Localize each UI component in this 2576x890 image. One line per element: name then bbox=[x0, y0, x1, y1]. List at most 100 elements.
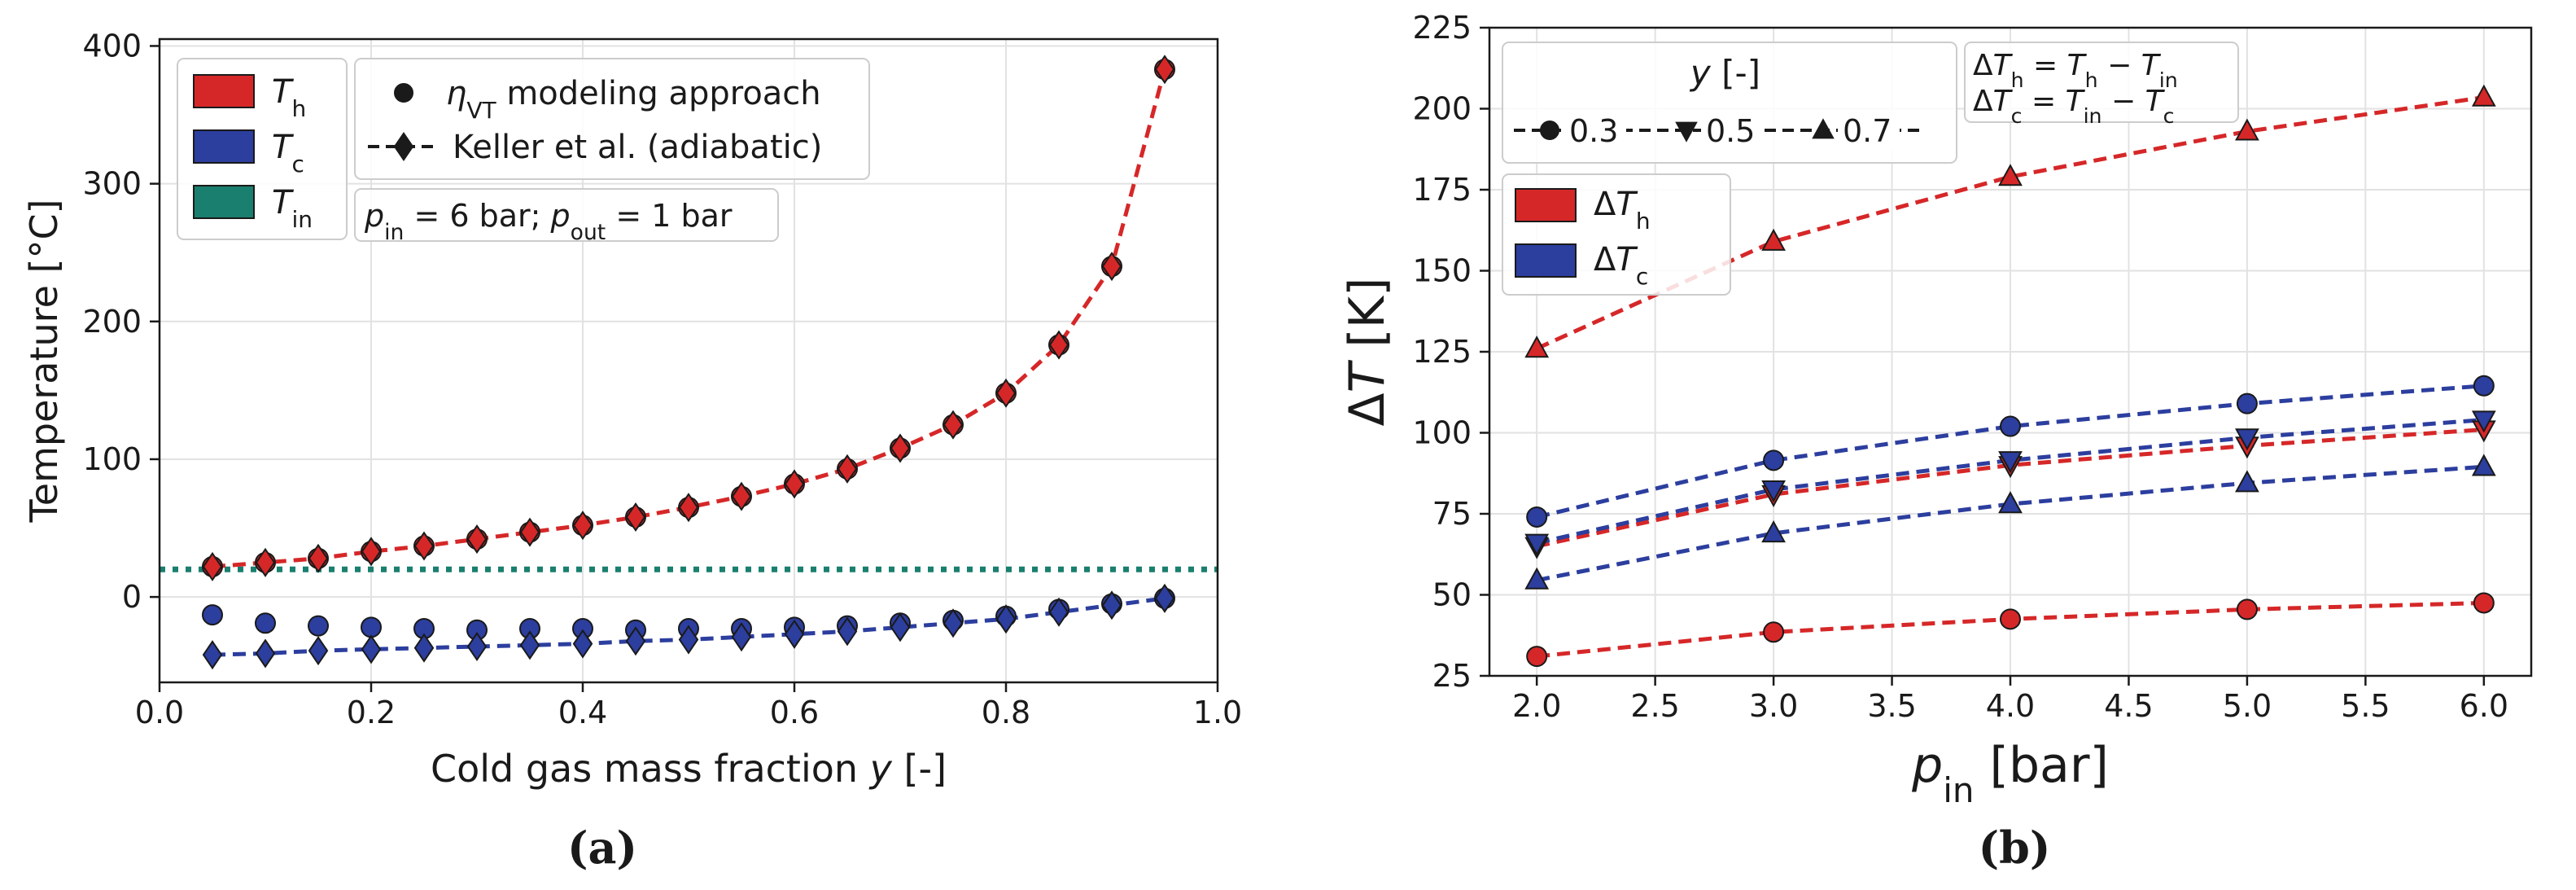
data-point bbox=[784, 619, 805, 649]
data-point bbox=[1761, 480, 1786, 503]
data-point bbox=[308, 543, 329, 573]
y-tick-label: 50 bbox=[1432, 577, 1472, 613]
x-axis-label: pin [bar] bbox=[1911, 737, 2109, 810]
data-point bbox=[678, 493, 699, 523]
y-axis-label: ΔT [K] bbox=[1339, 278, 1396, 427]
data-point bbox=[466, 524, 488, 555]
legend-label-bg bbox=[1838, 111, 1900, 150]
data-point bbox=[2236, 392, 2258, 414]
data-point bbox=[361, 616, 382, 638]
data-point bbox=[2235, 428, 2259, 451]
y-tick-label: 225 bbox=[1412, 10, 1472, 46]
panel-label-b: (b) bbox=[1979, 822, 2051, 874]
y-tick-label: 25 bbox=[1432, 658, 1472, 694]
data-point bbox=[255, 547, 276, 577]
y-tick-label: 200 bbox=[82, 304, 142, 340]
data-point bbox=[1154, 583, 1175, 613]
data-point bbox=[1101, 252, 1122, 282]
data-point bbox=[1998, 164, 2023, 186]
data-point bbox=[413, 633, 435, 663]
definition-dt-c: ΔTc = Tin − Tc bbox=[1973, 85, 2174, 128]
data-point bbox=[202, 640, 223, 670]
data-point bbox=[572, 629, 593, 659]
data-point bbox=[2000, 415, 2021, 437]
legend-patch bbox=[193, 129, 255, 164]
x-tick-label: 0.8 bbox=[982, 695, 1030, 730]
data-point bbox=[784, 469, 805, 499]
y-axis-label: Temperature [°C] bbox=[22, 199, 66, 523]
y-tick-label: 300 bbox=[82, 166, 142, 202]
legend-patch bbox=[1515, 188, 1577, 222]
data-point bbox=[1763, 621, 1785, 643]
y-tick-label: 200 bbox=[1412, 91, 1472, 127]
data-point bbox=[995, 604, 1017, 634]
data-point bbox=[890, 433, 911, 463]
x-tick-label: 0.4 bbox=[558, 695, 607, 730]
data-point bbox=[1154, 55, 1175, 85]
data-point bbox=[519, 517, 540, 547]
legend-label: 0.7 bbox=[1843, 113, 1892, 149]
data-point bbox=[625, 502, 646, 533]
data-point bbox=[2473, 375, 2495, 397]
legend-box-markers bbox=[354, 58, 870, 180]
legend-label: Keller et al. (adiabatic) bbox=[453, 129, 822, 166]
legend-label-bg bbox=[1564, 111, 1626, 150]
y-tick-label: 150 bbox=[1412, 253, 1472, 289]
data-point bbox=[731, 481, 752, 511]
legend-label: ΔTh bbox=[1594, 186, 1651, 235]
series-line bbox=[1536, 418, 2485, 546]
legend-label: 0.5 bbox=[1706, 113, 1755, 149]
legend-label: Tin bbox=[272, 184, 313, 233]
data-point bbox=[1761, 228, 1786, 251]
data-point bbox=[2236, 598, 2258, 620]
data-point bbox=[731, 622, 752, 652]
x-tick-label: 0.0 bbox=[135, 695, 184, 730]
data-point bbox=[361, 537, 382, 567]
panel-b: 2.0 2.5 3.0 3.5 4.0 4.5 5.0 5.5 6.0 25 50 75 100 125 1… bbox=[1339, 10, 2533, 874]
data-point bbox=[308, 615, 329, 637]
legend-label: 0.3 bbox=[1569, 113, 1618, 149]
data-point bbox=[2471, 84, 2496, 107]
data-point bbox=[1524, 567, 1550, 590]
data-point bbox=[519, 630, 540, 660]
data-point bbox=[1998, 451, 2023, 474]
x-tick-label: 0.6 bbox=[770, 695, 819, 730]
data-point bbox=[1526, 506, 1548, 528]
data-point bbox=[572, 511, 593, 541]
y-tick-label: 100 bbox=[1412, 415, 1472, 451]
data-point bbox=[1998, 491, 2023, 514]
x-tick-label: 3.5 bbox=[1867, 688, 1916, 724]
definitions-box bbox=[1964, 42, 2239, 123]
x-tick-label: 6.0 bbox=[2460, 688, 2508, 724]
data-point bbox=[1526, 646, 1548, 668]
x-tick-label: 1.0 bbox=[1193, 695, 1242, 730]
legend-marker bbox=[1675, 121, 1698, 142]
legend-patch bbox=[193, 185, 255, 219]
series-line bbox=[1536, 384, 2485, 520]
y-tick-label: 0 bbox=[122, 579, 142, 615]
data-point bbox=[1524, 533, 1550, 556]
legend-patch bbox=[193, 74, 255, 108]
legend-title: y [-] bbox=[1689, 53, 1760, 93]
data-point bbox=[361, 634, 382, 664]
data-point bbox=[942, 410, 964, 440]
data-point bbox=[2235, 470, 2259, 493]
y-tick-label: 100 bbox=[82, 441, 142, 477]
legend-label: ΔTc bbox=[1594, 241, 1648, 290]
panel-label-a: (a) bbox=[567, 822, 637, 874]
data-point bbox=[308, 636, 329, 666]
panel-a: 0.0 0.2 0.4 0.6 0.8 1.0 0 100 200 300 400 Cold gas … bbox=[22, 28, 1242, 874]
plot-frame bbox=[158, 37, 1219, 684]
y-axis-label-group: ΔT [K] bbox=[1339, 278, 1396, 427]
legend-patch bbox=[1515, 243, 1577, 278]
y-tick-label: 125 bbox=[1412, 334, 1472, 370]
data-point bbox=[2471, 454, 2496, 476]
legend-marker-diamond bbox=[393, 131, 414, 162]
legend-marker-circle bbox=[394, 83, 413, 103]
data-point bbox=[255, 612, 276, 634]
data-point bbox=[2471, 410, 2496, 433]
data-point bbox=[890, 612, 911, 642]
data-point bbox=[202, 551, 223, 581]
legend-label: ηVT modeling approach bbox=[446, 75, 821, 124]
data-point bbox=[2000, 608, 2021, 630]
